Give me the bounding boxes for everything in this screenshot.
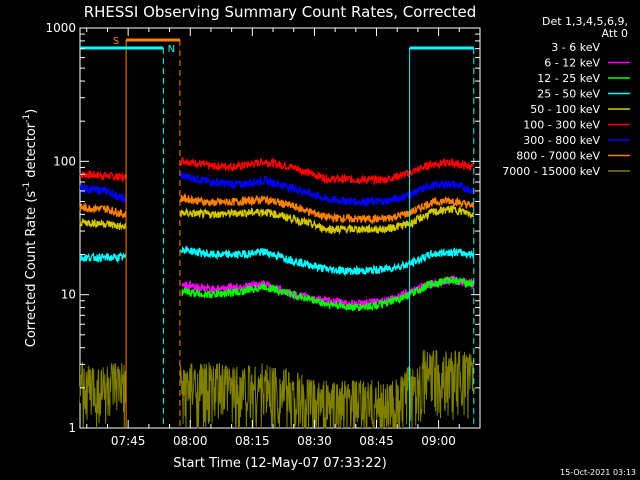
series-800-7000-kev bbox=[79, 192, 475, 226]
y-tick-label: 1000 bbox=[45, 21, 76, 35]
series-12-25-kev bbox=[181, 276, 475, 312]
series-25-50-kev bbox=[79, 246, 475, 277]
series-line-25-50-kev bbox=[79, 246, 475, 277]
y-axis-label-main: Corrected Count Rate (s bbox=[24, 191, 39, 348]
x-tick-label: 08:45 bbox=[359, 434, 394, 448]
y-tick-label: 100 bbox=[53, 154, 76, 168]
legend-entry-label: 7000 - 15000 keV bbox=[502, 165, 600, 178]
plot-area: SN 07:45 08:00 08:15 08:30 08:45 09:00 110100… bbox=[45, 21, 481, 448]
x-tick-label: 08:00 bbox=[173, 434, 208, 448]
legend-entry-label: 12 - 25 keV bbox=[537, 72, 600, 85]
y-axis-label-sup1: -1 bbox=[22, 182, 32, 191]
y-axis-label: Corrected Count Rate (s-1 detector-1) bbox=[22, 109, 39, 347]
legend-entry: 25 - 50 keV bbox=[537, 88, 630, 101]
legend-entry-label: 800 - 7000 keV bbox=[516, 150, 600, 163]
legend-entry-label: 6 - 12 keV bbox=[544, 57, 600, 70]
legend-entries: 3 - 6 keV 6 - 12 keV 12 - 25 keV 25 - 50 ke… bbox=[502, 41, 630, 178]
y-tick-label: 10 bbox=[61, 288, 76, 302]
series-line-800-7000-kev bbox=[79, 192, 475, 226]
legend-entry-label: 50 - 100 keV bbox=[530, 103, 600, 116]
legend-entry: 50 - 100 keV bbox=[530, 103, 630, 116]
legend-entry: 3 - 6 keV bbox=[551, 41, 630, 54]
legend-header-line-1: Det 1,3,4,5,6,9, bbox=[542, 15, 628, 28]
legend-entry-label: 300 - 800 keV bbox=[523, 134, 600, 147]
legend-entry: 800 - 7000 keV bbox=[516, 150, 630, 163]
x-tick-label: 09:00 bbox=[421, 434, 456, 448]
x-tick-label: 07:45 bbox=[111, 434, 146, 448]
x-tick-label: 08:15 bbox=[235, 434, 270, 448]
legend-header-line-2: Att 0 bbox=[602, 27, 628, 40]
series-line-3-6-kev bbox=[79, 307, 475, 429]
x-tick-layer: 07:45 08:00 08:15 08:30 08:45 09:00 bbox=[86, 28, 481, 448]
series-3-6-kev bbox=[79, 307, 475, 429]
chart-title: RHESSI Observing Summary Count Rates, Co… bbox=[84, 3, 477, 21]
series-300-800-kev bbox=[79, 171, 475, 207]
series-line-12-25-kev bbox=[181, 276, 475, 312]
legend-entry: 6 - 12 keV bbox=[544, 57, 630, 70]
flag-layer: SN bbox=[80, 36, 475, 428]
legend-entry: 7000 - 15000 keV bbox=[502, 165, 630, 178]
series-line-100-300-kev bbox=[79, 156, 474, 187]
series-line-300-800-kev bbox=[79, 171, 475, 207]
y-tick-label: 1 bbox=[68, 421, 76, 435]
y-axis-label-sup2: -1 bbox=[22, 114, 32, 123]
y-axis-label-mid: detector bbox=[24, 122, 39, 182]
night-flag-label: N bbox=[168, 44, 175, 55]
series-layer bbox=[79, 156, 475, 430]
legend-entry: 100 - 300 keV bbox=[523, 119, 630, 132]
legend: Det 1,3,4,5,6,9, Att 0 3 - 6 keV 6 - 12 k… bbox=[502, 15, 630, 178]
series-50-100-kev bbox=[79, 205, 475, 235]
series-line-7000-15000-kev bbox=[79, 349, 475, 430]
legend-entry: 300 - 800 keV bbox=[523, 134, 630, 147]
legend-entry-label: 3 - 6 keV bbox=[551, 41, 600, 54]
legend-entry-label: 25 - 50 keV bbox=[537, 88, 600, 101]
legend-entry: 12 - 25 keV bbox=[537, 72, 630, 85]
timestamp: 15-Oct-2021 03:13 bbox=[560, 468, 636, 477]
series-100-300-kev bbox=[79, 156, 474, 187]
saa-flag-label: S bbox=[113, 36, 119, 47]
y-tick-layer: 1 10 100 1000 bbox=[45, 21, 480, 435]
legend-entry-label: 100 - 300 keV bbox=[523, 119, 600, 132]
x-axis-label: Start Time (12-May-07 07:33:22) bbox=[173, 456, 387, 471]
series-7000-15000-kev bbox=[79, 349, 475, 430]
series-line-50-100-kev bbox=[79, 205, 475, 235]
y-axis-label-end: ) bbox=[24, 109, 39, 114]
x-tick-label: 08:30 bbox=[297, 434, 332, 448]
